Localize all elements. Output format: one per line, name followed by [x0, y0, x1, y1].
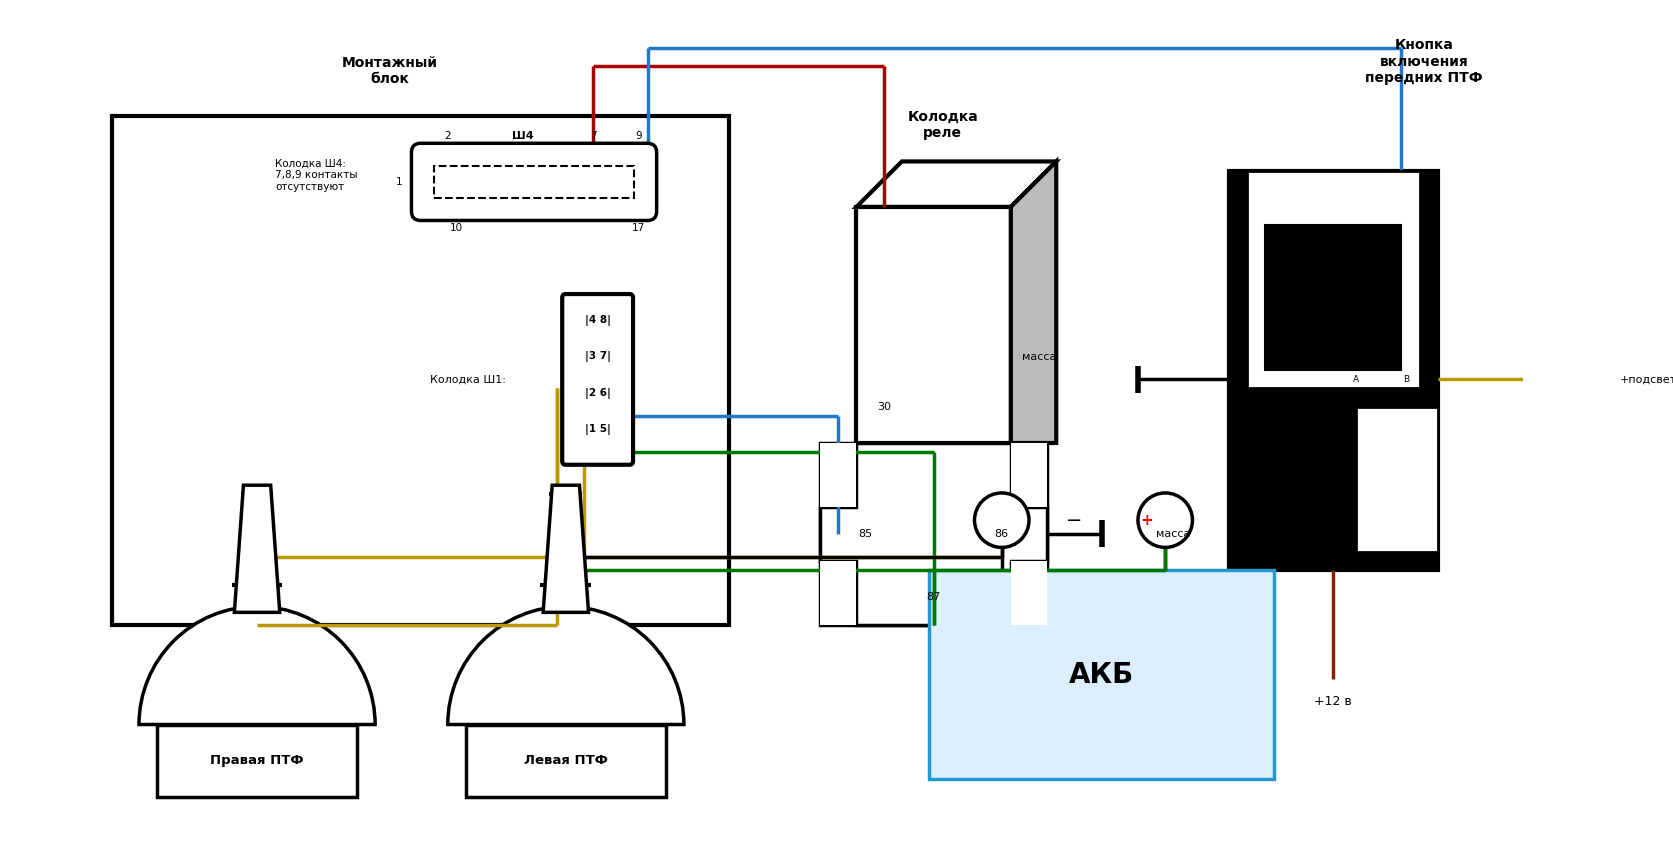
Text: АКБ: АКБ	[1069, 660, 1134, 689]
Circle shape	[974, 493, 1029, 548]
Bar	[820, 561, 857, 624]
Text: Колодка
реле: Колодка реле	[907, 110, 977, 140]
Text: 2: 2	[1394, 284, 1399, 293]
Bar	[157, 724, 356, 797]
Text: |1 5|: |1 5|	[584, 424, 611, 435]
Text: масса: масса	[1156, 529, 1190, 539]
Text: Кнопка
включения
передних ПТФ: Кнопка включения передних ПТФ	[1365, 39, 1482, 85]
Text: Левая ПТФ: Левая ПТФ	[524, 754, 607, 767]
Bar	[1010, 443, 1047, 507]
Text: 87: 87	[925, 593, 940, 602]
Text: 86: 86	[994, 529, 1009, 539]
Text: 9: 9	[634, 131, 641, 141]
Text: 10: 10	[450, 223, 463, 233]
Bar	[465, 724, 666, 797]
Text: 7: 7	[589, 131, 596, 141]
Polygon shape	[542, 485, 589, 612]
Text: A: A	[1352, 375, 1358, 384]
Text: +подсветка: +подсветка	[1618, 374, 1673, 384]
FancyBboxPatch shape	[412, 144, 656, 220]
Text: 1: 1	[395, 177, 402, 187]
Text: Колодка Ш1:: Колодка Ш1:	[430, 374, 505, 384]
Text: Колодка Ш4:
7,8,9 контакты
отсутствуют: Колодка Ш4: 7,8,9 контакты отсутствуют	[274, 158, 358, 192]
Bar	[1355, 407, 1437, 552]
Text: −: −	[1066, 511, 1082, 530]
Text: 2: 2	[445, 131, 450, 141]
Polygon shape	[820, 443, 1047, 624]
Bar	[857, 207, 1010, 443]
Wedge shape	[447, 606, 684, 724]
Bar	[1246, 170, 1419, 389]
Bar	[820, 443, 857, 507]
Text: масса: масса	[1021, 352, 1056, 362]
Text: Правая ПТФ: Правая ПТФ	[211, 754, 303, 767]
Text: 85: 85	[858, 529, 872, 539]
Text: +12 в: +12 в	[1313, 695, 1352, 709]
Circle shape	[1138, 493, 1191, 548]
Bar	[1228, 170, 1437, 570]
Bar	[820, 443, 1047, 624]
Text: |4 8|: |4 8|	[584, 315, 611, 326]
Text: D: D	[1392, 230, 1399, 238]
Wedge shape	[139, 606, 375, 724]
Polygon shape	[234, 485, 279, 612]
Text: +: +	[1139, 513, 1153, 528]
FancyBboxPatch shape	[562, 294, 632, 464]
Bar	[1265, 225, 1400, 371]
Text: 30: 30	[877, 402, 890, 412]
Text: Монтажный
блок: Монтажный блок	[341, 56, 437, 86]
Polygon shape	[857, 162, 1056, 207]
Text: B: B	[1402, 375, 1409, 384]
Bar	[929, 570, 1273, 779]
Bar	[1010, 561, 1047, 624]
Bar	[433, 166, 634, 198]
Text: 1: 1	[1394, 329, 1399, 339]
Text: Ш4: Ш4	[512, 131, 534, 141]
Text: |2 6|: |2 6|	[584, 388, 611, 398]
Bar	[112, 116, 729, 624]
Polygon shape	[1010, 162, 1056, 443]
Text: |3 7|: |3 7|	[584, 351, 611, 362]
Text: 17: 17	[631, 223, 644, 233]
